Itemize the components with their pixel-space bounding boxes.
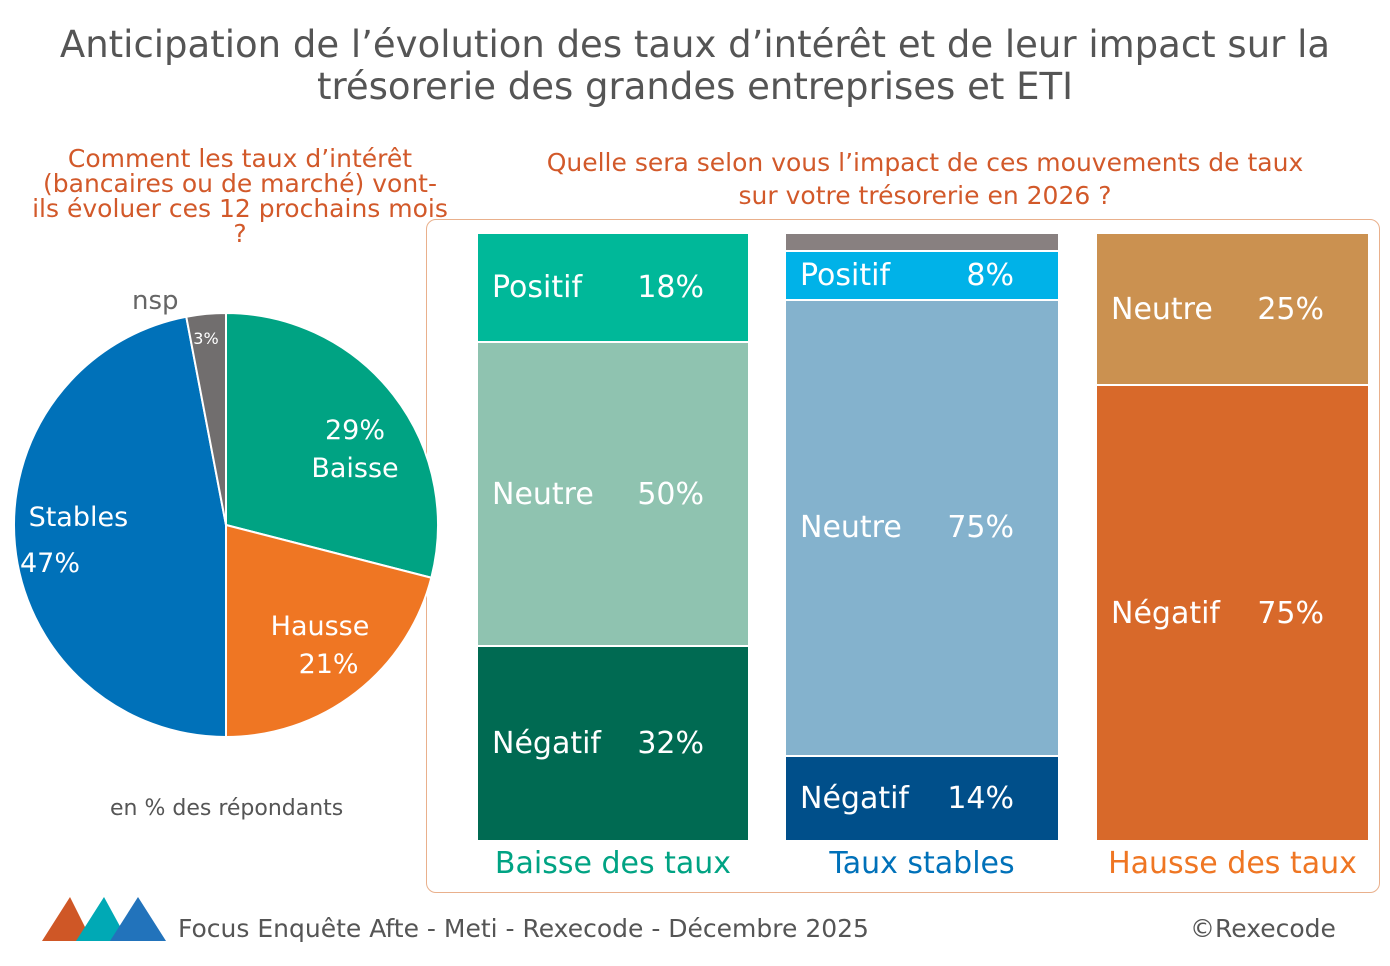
segment-value: 75% xyxy=(1257,595,1324,631)
rexecode-logo-icon xyxy=(42,897,166,941)
segment-value: 32% xyxy=(637,726,704,762)
category-label: Hausse des taux xyxy=(1108,846,1357,881)
bar-segment-neutre: Neutre 25% xyxy=(1097,234,1368,386)
segment-label: Neutre xyxy=(1111,291,1213,327)
segment-value: 75% xyxy=(947,510,1014,546)
segment-value: 18% xyxy=(637,270,704,306)
bar-segment-négatif: Négatif 75% xyxy=(1097,386,1368,842)
bar-segment-positif: Positif 8% xyxy=(786,252,1058,301)
bar-segment-nsp xyxy=(786,234,1058,253)
bar-segment-neutre: Neutre 50% xyxy=(478,343,748,648)
segment-label: Neutre xyxy=(800,510,902,546)
segment-label: Négatif xyxy=(800,780,909,816)
segment-label: Négatif xyxy=(492,726,601,762)
bar-question: Quelle sera selon vous l’impact de ces m… xyxy=(546,148,1304,210)
pie-slice-baisse xyxy=(225,311,439,579)
bar-segment-négatif: Négatif 14% xyxy=(786,756,1058,842)
segment-label: Positif xyxy=(800,258,890,294)
pie-label-baisse: 29% Baisse xyxy=(311,415,399,484)
category-label: Baisse des taux xyxy=(494,846,732,881)
segment-value: 14% xyxy=(947,780,1014,816)
pie-question: Comment les taux d’intérêt (bancaires ou… xyxy=(32,144,448,248)
pie-slice-nsp xyxy=(185,311,227,526)
segment-value: 8% xyxy=(966,258,1014,294)
bar-segment-neutre: Neutre 75% xyxy=(786,300,1058,757)
bar-segment-positif: Positif 18% xyxy=(478,234,748,344)
segment-value: 50% xyxy=(637,476,704,512)
pie-slice-hausse xyxy=(225,523,433,739)
pie-chart xyxy=(13,311,439,739)
pie-slice-stables xyxy=(13,315,227,739)
source-text: Focus Enquête Afte - Meti - Rexecode - D… xyxy=(178,914,869,943)
copyright-text: ©Rexecode xyxy=(1190,914,1336,943)
bar-segment-négatif: Négatif 32% xyxy=(478,647,748,842)
segment-label: Positif xyxy=(492,270,582,306)
pie-label-nsp: 3% xyxy=(193,329,219,348)
pie-note: en % des répondants xyxy=(110,796,344,821)
pie-label-nsp-name: nsp xyxy=(132,286,179,316)
segment-label: Négatif xyxy=(1111,595,1220,631)
category-label: Taux stables xyxy=(829,846,1015,881)
pie-label-hausse: Hausse 21% xyxy=(270,611,370,680)
segment-value: 25% xyxy=(1257,291,1324,327)
pie-label-stables: Stables 47% xyxy=(20,502,129,579)
chart-title: Anticipation de l’évolution des taux d’i… xyxy=(59,23,1331,108)
segment-label: Neutre xyxy=(492,476,594,512)
